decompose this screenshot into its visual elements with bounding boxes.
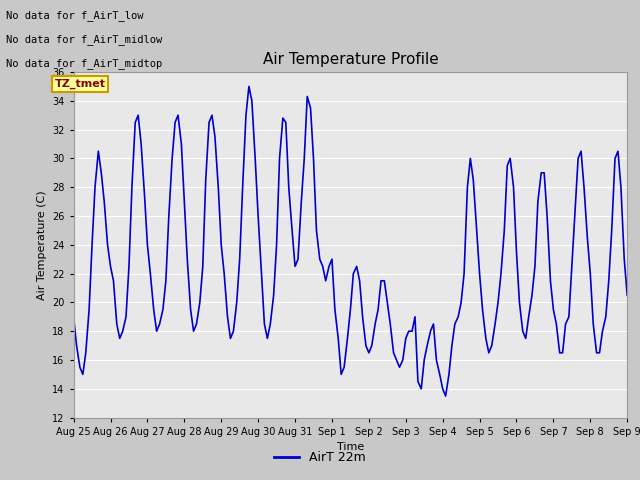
X-axis label: Time: Time [337, 442, 364, 452]
Y-axis label: Air Temperature (C): Air Temperature (C) [36, 190, 47, 300]
Legend: AirT 22m: AirT 22m [269, 446, 371, 469]
Text: No data for f_AirT_midtop: No data for f_AirT_midtop [6, 58, 163, 69]
Text: No data for f_AirT_midlow: No data for f_AirT_midlow [6, 34, 163, 45]
Text: TZ_tmet: TZ_tmet [54, 79, 106, 89]
Text: No data for f_AirT_low: No data for f_AirT_low [6, 10, 144, 21]
Title: Air Temperature Profile: Air Temperature Profile [262, 52, 438, 67]
